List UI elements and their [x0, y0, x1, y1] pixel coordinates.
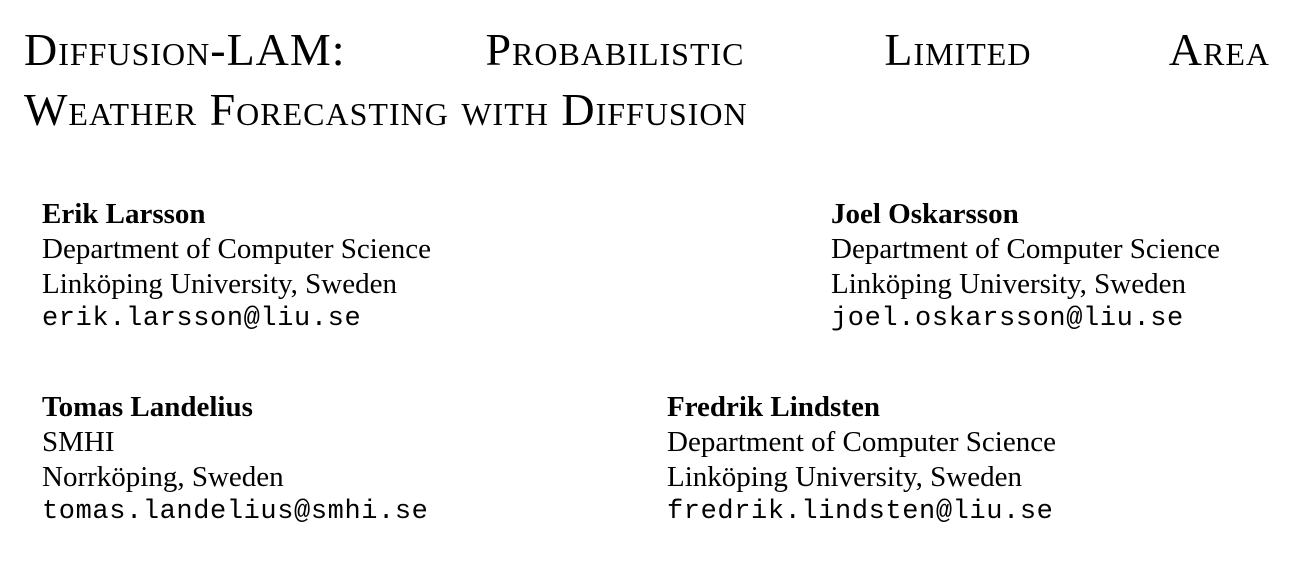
author-institution: Linköping University, Sweden: [667, 461, 1022, 493]
title-line-2: Weather Forecasting with Diffusion: [24, 84, 748, 135]
author-block-tomas-landelius: Tomas Landelius SMHI Norrköping, Sweden …: [42, 390, 428, 530]
title-line-1: Diffusion-LAM: Probabilistic Limited Are…: [24, 24, 1270, 75]
author-email: tomas.landelius@smhi.se: [42, 497, 429, 527]
author-name: Fredrik Lindsten: [667, 391, 880, 423]
author-block-joel-oskarsson: Joel Oskarsson Department of Computer Sc…: [831, 197, 1220, 337]
author-department: Department of Computer Science: [42, 233, 431, 265]
author-name: Erik Larsson: [42, 198, 206, 230]
author-department: Department of Computer Science: [831, 233, 1220, 265]
author-institution: Norrköping, Sweden: [42, 461, 284, 493]
author-name: Tomas Landelius: [42, 391, 253, 423]
author-name: Joel Oskarsson: [831, 198, 1019, 230]
author-block-fredrik-lindsten: Fredrik Lindsten Department of Computer …: [667, 390, 1056, 530]
author-email: joel.oskarsson@liu.se: [831, 304, 1184, 334]
author-department: SMHI: [42, 426, 115, 458]
author-department: Department of Computer Science: [667, 426, 1056, 458]
author-block-erik-larsson: Erik Larsson Department of Computer Scie…: [42, 197, 431, 337]
author-email: erik.larsson@liu.se: [42, 304, 362, 334]
author-email: fredrik.lindsten@liu.se: [667, 497, 1054, 527]
author-institution: Linköping University, Sweden: [42, 268, 397, 300]
author-institution: Linköping University, Sweden: [831, 268, 1186, 300]
paper-title: Diffusion-LAM: Probabilistic Limited Are…: [24, 20, 1270, 140]
